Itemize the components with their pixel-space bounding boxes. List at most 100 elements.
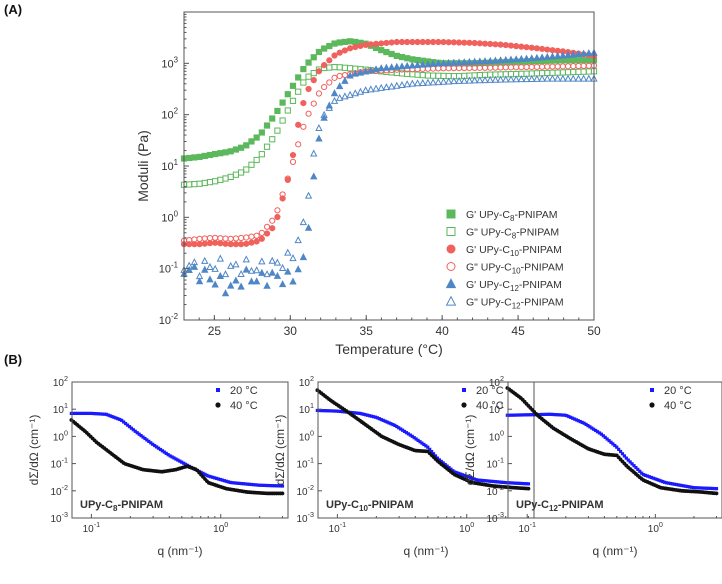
saxs-point xyxy=(249,482,254,487)
rheology-point xyxy=(455,39,463,46)
rheology-point xyxy=(361,67,370,75)
rheology-point xyxy=(424,78,432,86)
legend-label: G" UPy-C8-PNIPAM xyxy=(466,227,559,241)
rheology-point xyxy=(201,256,209,264)
saxs-xtick-label: 10-1 xyxy=(518,520,536,535)
rheology-point xyxy=(341,64,348,71)
rheology-point xyxy=(419,60,427,68)
saxs-point xyxy=(106,413,110,417)
rheology-point xyxy=(206,275,214,283)
saxs-ytick-label-exp: 0 xyxy=(500,428,504,437)
saxs-point xyxy=(253,483,257,487)
rheology-point xyxy=(274,213,281,221)
saxs-point xyxy=(572,417,577,421)
rheology-ytick-label-exp: -1 xyxy=(171,261,179,270)
saxs-point xyxy=(135,431,139,435)
saxs-point xyxy=(257,483,261,487)
rheology-point xyxy=(574,74,583,82)
saxs-point xyxy=(513,481,517,485)
saxs-point xyxy=(364,413,368,417)
saxs-point xyxy=(707,486,711,490)
saxs-point xyxy=(590,426,594,430)
rheology-point xyxy=(434,59,442,67)
rheology-point xyxy=(580,57,587,64)
saxs-ytick-label: 101 xyxy=(489,401,504,416)
rheology-point xyxy=(252,277,261,285)
rheology-point xyxy=(440,72,447,80)
rheology-point xyxy=(528,54,536,62)
rheology-point xyxy=(476,76,484,84)
saxs-ylabel: dΣ/dΩ (cm⁻¹) xyxy=(27,415,41,486)
saxs-ylabel: dΣ/dΩ (cm⁻¹) xyxy=(463,415,477,486)
rheology-point xyxy=(533,63,541,70)
rheology-point xyxy=(310,77,317,84)
legend-label-a: G' UPy-C xyxy=(466,209,510,221)
saxs-point xyxy=(238,481,242,486)
rheology-point xyxy=(191,181,198,188)
rheology-point xyxy=(242,255,250,263)
rheology-point xyxy=(315,48,323,56)
saxs-point xyxy=(603,435,607,439)
saxs-sample-label-a: UPy-C xyxy=(516,499,549,511)
rheology-point xyxy=(185,261,193,269)
saxs-point xyxy=(437,458,441,462)
saxs-point xyxy=(69,411,73,416)
rheology-point xyxy=(512,55,520,63)
saxs-point xyxy=(447,466,451,470)
legend-label: G' UPy-C10-PNIPAM xyxy=(466,244,562,258)
saxs-point xyxy=(524,482,529,486)
saxs-point xyxy=(441,461,445,465)
rheology-point xyxy=(268,268,276,276)
rheology-point xyxy=(279,191,286,198)
saxs-point xyxy=(319,408,323,413)
rheology-point xyxy=(528,63,535,71)
saxs-point xyxy=(352,411,356,415)
rheology-point xyxy=(295,74,302,81)
rheology-point xyxy=(351,69,359,77)
rheology-point xyxy=(523,44,530,51)
saxs-legend-label: 20 °C xyxy=(476,385,504,397)
rheology-point xyxy=(585,62,592,69)
rheology-point xyxy=(315,134,323,142)
saxs-point xyxy=(71,411,75,416)
saxs-point xyxy=(79,411,83,416)
saxs-xtick-label-base: 10 xyxy=(213,524,225,535)
rheology-point xyxy=(284,91,291,98)
rheology-xtick-label: 40 xyxy=(435,324,449,338)
rheology-point xyxy=(258,151,265,158)
rheology-point xyxy=(351,89,359,97)
rheology-point xyxy=(549,47,556,54)
saxs-ytick-label-exp: 1 xyxy=(310,401,314,410)
saxs-point xyxy=(468,475,472,480)
saxs-point xyxy=(451,469,455,473)
saxs-point xyxy=(145,438,149,442)
rheology-point xyxy=(444,58,453,66)
rheology-ytick-label-exp: 1 xyxy=(174,158,179,167)
rheology-point xyxy=(481,57,489,65)
saxs-point xyxy=(505,413,509,417)
saxs-point xyxy=(102,412,106,416)
saxs-point xyxy=(98,412,103,416)
legend-label: G' UPy-C8-PNIPAM xyxy=(466,209,557,223)
rheology-point xyxy=(496,75,505,83)
saxs-point xyxy=(321,409,325,413)
saxs-point xyxy=(273,484,277,488)
saxs-point xyxy=(668,481,673,486)
rheology-point xyxy=(284,267,292,275)
rheology-point xyxy=(434,78,442,86)
rheology-point xyxy=(378,40,385,47)
saxs-ytick-label: 10-3 xyxy=(486,510,504,525)
rheology-point xyxy=(294,236,302,244)
saxs-sample-label-a: UPy-C xyxy=(80,499,113,511)
saxs-ytick-label-exp: 1 xyxy=(500,401,504,410)
rheology-point xyxy=(295,141,302,148)
saxs-point xyxy=(133,429,137,433)
saxs-point xyxy=(350,411,354,415)
saxs-point xyxy=(222,479,226,483)
rheology-point xyxy=(471,39,478,47)
saxs-point xyxy=(507,481,511,485)
rheology-point xyxy=(232,146,239,153)
legend-label-a: G" UPy-C xyxy=(466,227,512,239)
saxs-point xyxy=(491,479,496,484)
rheology-point xyxy=(221,289,230,297)
